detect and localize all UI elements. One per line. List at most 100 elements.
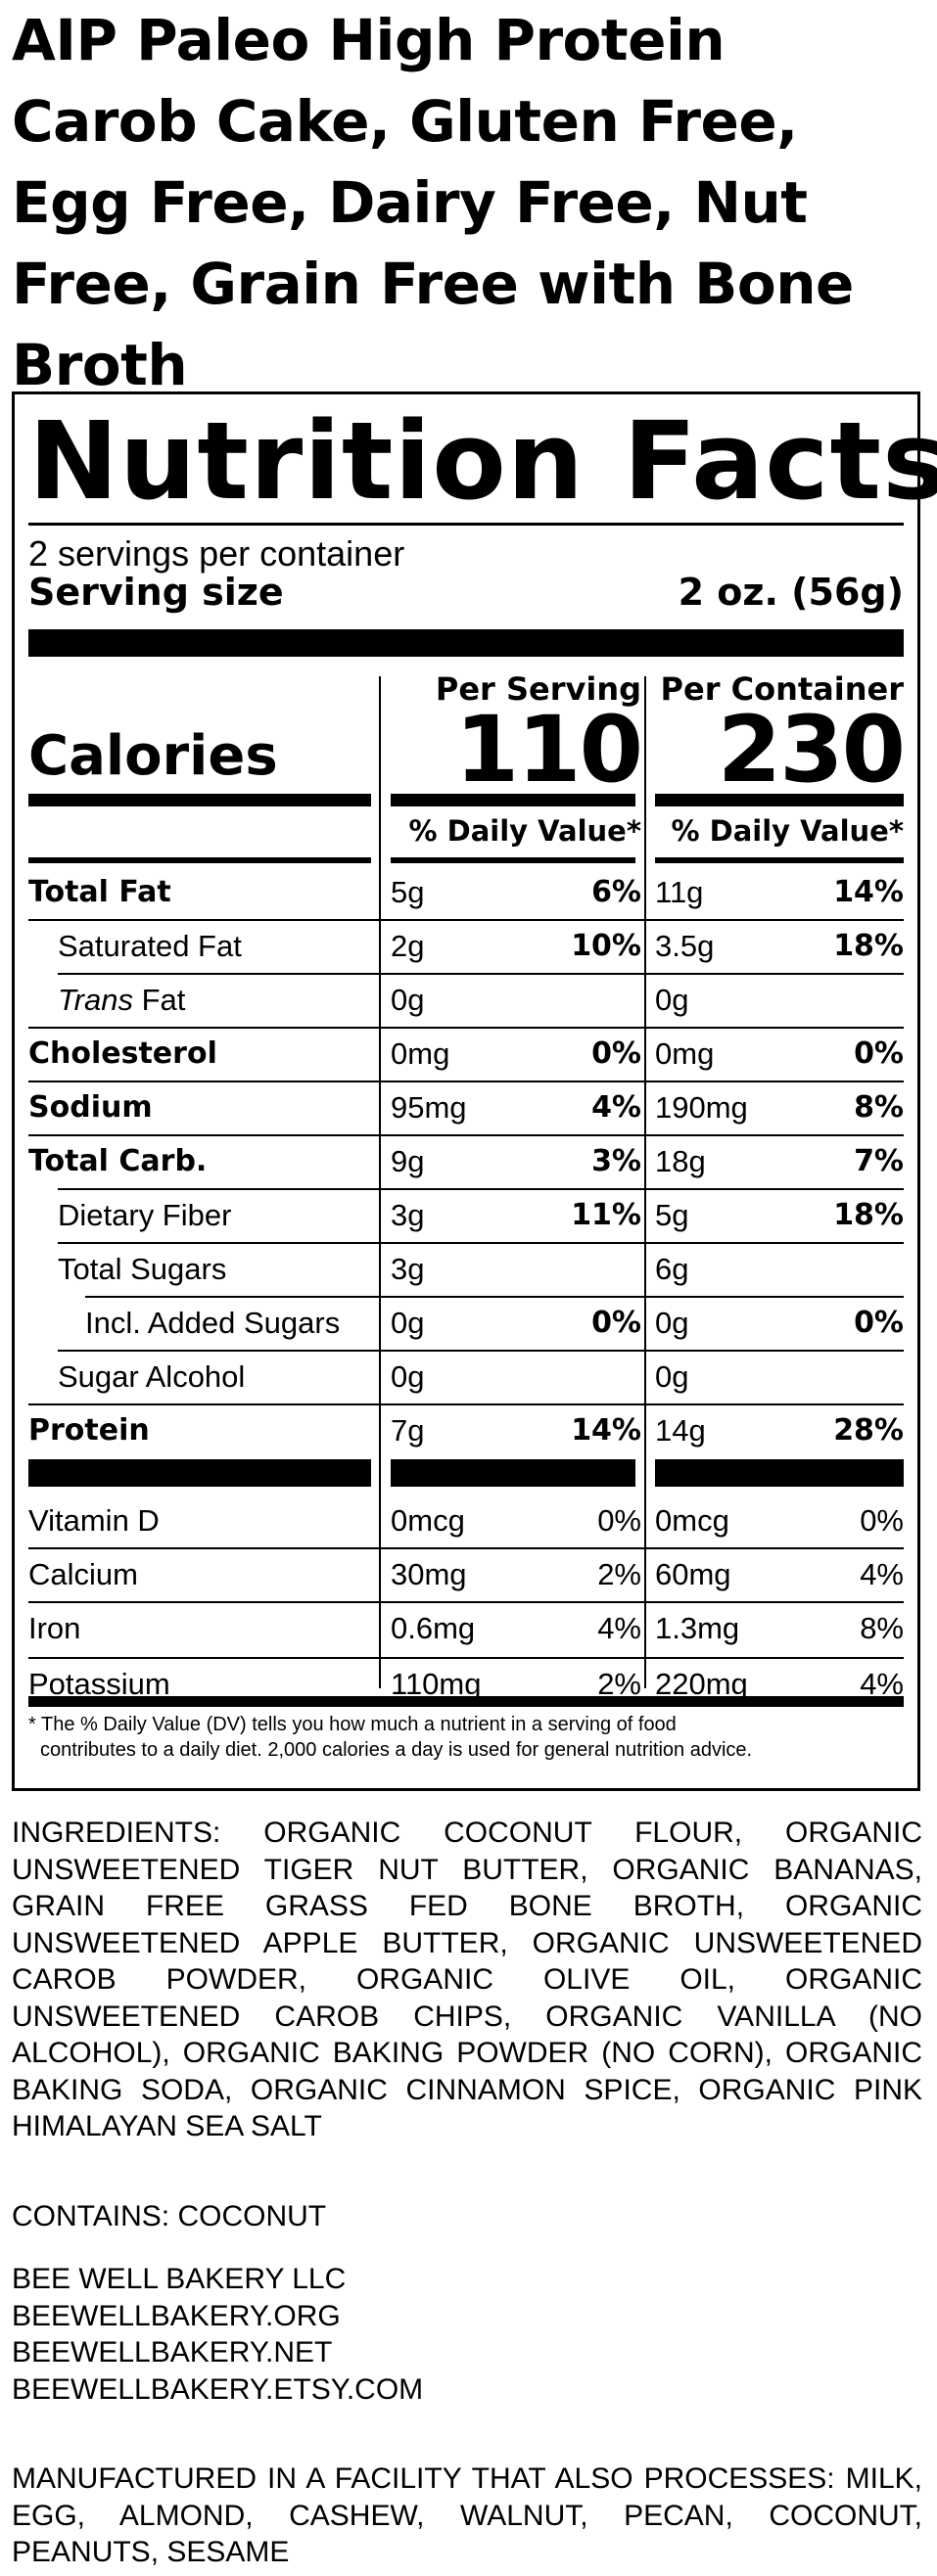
dv-per-serving: 10% [571, 929, 641, 963]
amount-per-container: 0g [655, 1359, 689, 1394]
vitamin-label: Iron [28, 1611, 81, 1645]
amount-per-serving: 5g [391, 875, 425, 909]
nutrient-row-trans-fat: Trans Fat 0g 0g [15, 974, 917, 1027]
nutrient-row-protein: Protein 7g 14% 14g 28% [15, 1404, 917, 1457]
dv-per-container: 18% [833, 929, 904, 963]
nutrient-label: Trans Fat [58, 974, 185, 1027]
dv-per-container: 14% [833, 875, 904, 909]
nutrient-row-total-fat: Total Fat 5g 6% 11g 14% [15, 866, 917, 919]
serving-size-label: Serving size [28, 571, 284, 614]
vitamin-label: Vitamin D [28, 1503, 160, 1538]
thick-divider-vitamins-2 [391, 1459, 635, 1487]
dv-per-serving: 6% [591, 875, 641, 909]
row-rule [28, 1547, 904, 1549]
row-rule [28, 1027, 904, 1029]
dv-per-container: 4% [860, 1667, 904, 1701]
dv-per-serving: 2% [597, 1557, 641, 1591]
nutrient-label: Sugar Alcohol [58, 1359, 246, 1394]
dv-per-container: 18% [833, 1198, 904, 1232]
amount-per-serving: 3g [391, 1252, 425, 1286]
amount-per-serving: 0g [391, 1306, 425, 1340]
amount-per-serving: 110mg [391, 1667, 482, 1701]
vitamin-label: Calcium [28, 1557, 138, 1591]
company-site-net: BEEWELLBAKERY.NET [12, 2336, 333, 2369]
allergen-contains: CONTAINS: COCONUT [12, 2200, 327, 2232]
row-rule [28, 919, 904, 921]
nutrient-label: Cholesterol [28, 1036, 217, 1071]
footnote-line-2: contributes to a daily diet. 2,000 calor… [40, 1739, 753, 1761]
calories-bar-3 [655, 794, 904, 806]
amount-per-container: 60mg [655, 1557, 731, 1591]
amount-per-container: 6g [655, 1252, 689, 1286]
amount-per-container: 0mg [655, 1036, 715, 1071]
amount-per-container: 1.3mg [655, 1611, 740, 1645]
vitamin-row-calcium: Calcium 30mg 2% 60mg 4% [15, 1548, 917, 1601]
dv-per-container: 8% [854, 1090, 904, 1125]
per-serving-header: Per Serving [435, 670, 641, 708]
dv-rule-2 [391, 857, 635, 863]
row-rule [28, 1403, 904, 1405]
company-info: BEE WELL BAKERY LLC BEEWELLBAKERY.ORG BE… [12, 2261, 922, 2408]
footnote-divider [28, 1696, 904, 1707]
row-rule [28, 1601, 904, 1603]
dv-per-container: 0% [860, 1503, 904, 1538]
vitamin-row-vitamin-d: Vitamin D 0mcg 0% 0mcg 0% [15, 1495, 917, 1547]
dv-per-serving: 4% [597, 1611, 641, 1645]
servings-per-container: 2 servings per container [28, 533, 405, 574]
amount-per-serving: 2g [391, 929, 425, 963]
serving-size-value: 2 oz. (56g) [678, 571, 904, 614]
amount-per-container: 3.5g [655, 929, 715, 963]
row-rule [28, 1134, 904, 1136]
row-rule [28, 1657, 904, 1659]
dv-per-serving: 14% [571, 1413, 641, 1448]
column-divider-2 [644, 676, 646, 1688]
column-divider-1 [379, 676, 381, 1688]
company-site-etsy: BEEWELLBAKERY.ETSY.COM [12, 2372, 424, 2406]
daily-value-footnote: * The % Daily Value (DV) tells you how m… [28, 1712, 905, 1763]
dv-per-serving: 3% [591, 1144, 641, 1178]
dv-per-container: 28% [833, 1413, 904, 1448]
dv-per-container: 8% [860, 1611, 904, 1645]
vitamin-row-potassium: Potassium 110mg 2% 220mg 4% [15, 1658, 917, 1711]
nutrient-row-added-sugars: Incl. Added Sugars 0g 0% 0g 0% [15, 1297, 917, 1350]
amount-per-serving: 7g [391, 1413, 425, 1448]
facility-statement: MANUFACTURED IN A FACILITY THAT ALSO PRO… [12, 2462, 922, 2568]
calories-bar-2 [391, 794, 635, 806]
nutrient-label: Total Fat [28, 875, 171, 909]
nutrient-label: Dietary Fiber [58, 1198, 232, 1232]
amount-per-serving: 0g [391, 983, 425, 1017]
row-rule [58, 1242, 904, 1244]
row-rule [58, 973, 904, 975]
thick-divider-vitamins-1 [28, 1459, 371, 1487]
trans-italic: Trans [58, 983, 133, 1017]
nutrient-row-total-carb: Total Carb. 9g 3% 18g 7% [15, 1135, 917, 1188]
product-title: AIP Paleo High Protein Carob Cake, Glute… [12, 7, 854, 398]
dv-per-container: 4% [860, 1557, 904, 1591]
amount-per-container: 11g [655, 875, 704, 909]
calories-label: Calories [28, 724, 278, 788]
amount-per-serving: 0mcg [391, 1503, 465, 1538]
amount-per-serving: 95mg [391, 1090, 467, 1125]
amount-per-container: 0g [655, 1306, 689, 1340]
nutrient-label: Total Carb. [28, 1144, 208, 1178]
row-rule [58, 1350, 904, 1352]
nutrition-facts-panel: Nutrition Facts 2 servings per container… [12, 391, 937, 1791]
amount-per-container: 5g [655, 1198, 689, 1232]
ingredients-text: INGREDIENTS: ORGANIC COCONUT FLOUR, ORGA… [12, 1817, 922, 2142]
dv-per-serving: 4% [591, 1090, 641, 1125]
nutrient-row-total-sugars: Total Sugars 3g 6g [15, 1243, 917, 1296]
company-name: BEE WELL BAKERY LLC [12, 2263, 347, 2295]
amount-per-serving: 9g [391, 1144, 425, 1178]
dv-rule-3 [655, 857, 904, 863]
row-rule [28, 1081, 904, 1082]
amount-per-container: 220mg [655, 1667, 748, 1701]
nutrient-row-saturated-fat: Saturated Fat 2g 10% 3.5g 18% [15, 920, 917, 973]
dv-per-serving: 0% [591, 1036, 641, 1071]
row-rule [58, 1188, 904, 1190]
per-container-header: Per Container [660, 670, 904, 708]
vitamin-label: Potassium [28, 1667, 170, 1701]
amount-per-container: 14g [655, 1413, 706, 1448]
amount-per-serving: 0.6mg [391, 1611, 476, 1645]
nutrition-facts-title: Nutrition Facts [28, 398, 937, 524]
nutrient-label: Sodium [28, 1090, 153, 1125]
